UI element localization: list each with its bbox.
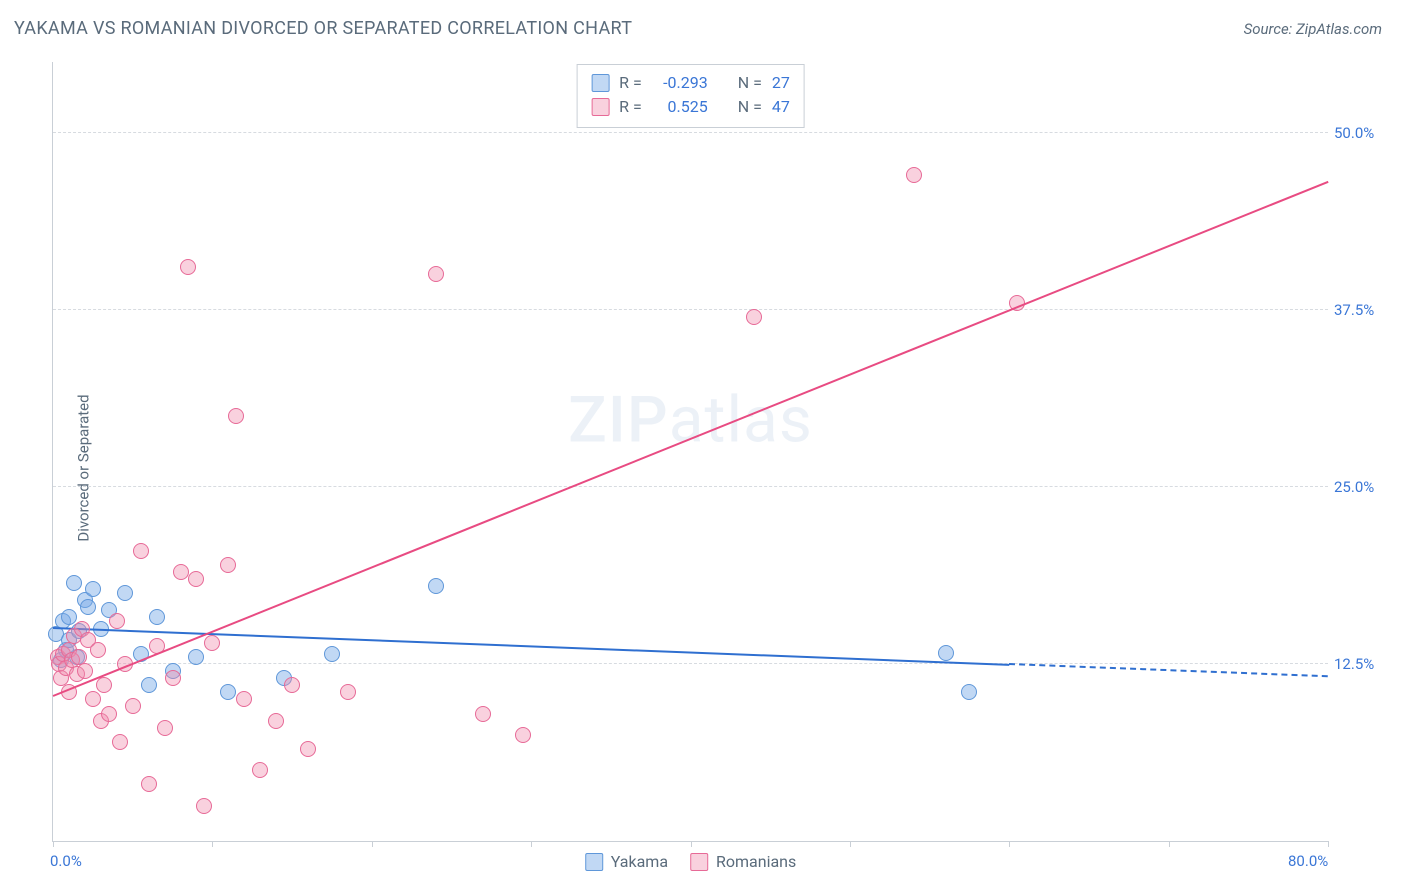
data-point [961,684,977,700]
legend-item: Romanians [690,852,796,871]
regression-line-extension [1009,663,1328,677]
data-point [90,642,106,658]
data-point [101,706,117,722]
data-point [66,575,82,591]
legend-swatch [591,74,609,92]
plot-region: ZIPatlas R =-0.293N =27R =0.525N =47 Yak… [52,62,1328,842]
source-link[interactable]: ZipAtlas.com [1296,20,1382,38]
n-label: N = [738,71,762,95]
series-legend: Yakama Romanians [585,852,797,871]
chart-area: Divorced or Separated ZIPatlas R =-0.293… [14,54,1392,882]
data-point [85,581,101,597]
data-point [188,649,204,665]
x-tick [212,841,213,847]
r-label: R = [619,95,642,119]
data-point [165,670,181,686]
data-point [220,684,236,700]
y-tick-label: 37.5% [1334,301,1388,319]
data-point [112,734,128,750]
data-point [340,684,356,700]
r-value: -0.293 [652,71,708,95]
gridline-h [53,663,1328,664]
r-label: R = [619,71,642,95]
chart-header: YAKAMA VS ROMANIAN DIVORCED OR SEPARATED… [0,0,1406,47]
x-axis-max-label: 80.0% [1288,852,1328,870]
data-point [85,691,101,707]
n-label: N = [738,95,762,119]
legend-label: Yakama [611,852,668,871]
stats-row: R = 0.525 N = 47 [591,95,790,119]
y-tick-label: 12.5% [1334,655,1388,673]
x-tick [1009,841,1010,847]
data-point [125,698,141,714]
x-tick [53,841,54,847]
x-tick [372,841,373,847]
data-point [938,645,954,661]
data-point [188,571,204,587]
source-prefix: Source: [1244,20,1296,38]
data-point [180,259,196,275]
data-point [157,720,173,736]
watermark-zip: ZIP [568,383,669,458]
data-point [141,677,157,693]
n-value: 47 [772,95,790,119]
data-point [300,741,316,757]
legend-label: Romanians [716,852,796,871]
data-point [173,564,189,580]
y-tick-label: 50.0% [1334,124,1388,142]
legend-swatch [585,853,603,871]
stats-row: R = -0.293 N = 27 [591,71,790,95]
legend-item: Yakama [585,852,668,871]
regression-line [53,180,1329,696]
source-attribution: Source: ZipAtlas.com [1244,20,1382,38]
x-tick [531,841,532,847]
y-tick-label: 25.0% [1334,478,1388,496]
legend-swatch [690,853,708,871]
data-point [109,613,125,629]
data-point [428,578,444,594]
n-value: 27 [772,71,790,95]
watermark-atlas: atlas [669,383,813,458]
data-point [133,543,149,559]
data-point [515,727,531,743]
data-point [428,266,444,282]
data-point [252,762,268,778]
data-point [149,609,165,625]
data-point [220,557,236,573]
data-point [96,677,112,693]
x-tick [1328,841,1329,847]
x-tick [691,841,692,847]
data-point [196,798,212,814]
chart-title: YAKAMA VS ROMANIAN DIVORCED OR SEPARATED… [14,18,632,39]
x-axis-origin-label: 0.0% [50,852,82,870]
data-point [475,706,491,722]
correlation-stats-box: R = -0.293 N = 27 R = 0.525 N = 47 [576,64,805,128]
gridline-h [53,309,1328,310]
data-point [746,309,762,325]
data-point [228,408,244,424]
data-point [268,713,284,729]
data-point [141,776,157,792]
data-point [77,663,93,679]
data-point [117,585,133,601]
r-value: 0.525 [652,95,708,119]
data-point [204,635,220,651]
gridline-h [53,486,1328,487]
data-point [80,599,96,615]
legend-swatch [591,98,609,116]
gridline-h [53,132,1328,133]
data-point [236,691,252,707]
x-tick [1169,841,1170,847]
watermark: ZIPatlas [568,383,813,458]
data-point [906,167,922,183]
data-point [324,646,340,662]
data-point [284,677,300,693]
x-tick [850,841,851,847]
